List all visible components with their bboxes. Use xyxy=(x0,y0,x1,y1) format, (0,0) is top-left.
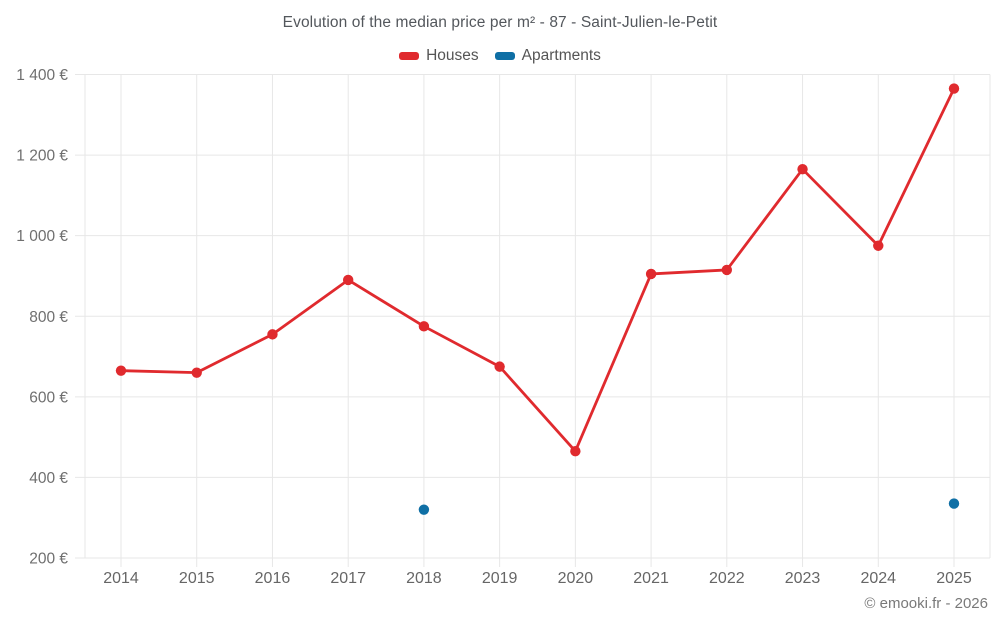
houses-data-point[interactable] xyxy=(342,274,354,286)
x-tick-label: 2017 xyxy=(330,570,366,587)
houses-data-point[interactable] xyxy=(418,321,430,332)
houses-data-point[interactable] xyxy=(570,446,581,457)
houses-data-point[interactable] xyxy=(721,264,733,276)
legend-item-houses[interactable]: Houses xyxy=(399,47,479,65)
y-tick-label: 200 € xyxy=(29,551,68,568)
x-tick-label: 2018 xyxy=(406,570,442,587)
houses-data-point[interactable] xyxy=(645,268,657,280)
copyright-credit: © emooki.fr - 2026 xyxy=(864,595,988,612)
houses-data-point[interactable] xyxy=(797,163,808,175)
houses-legend-label: Houses xyxy=(426,47,479,64)
houses-line-segment xyxy=(725,167,804,272)
x-tick-label: 2025 xyxy=(936,570,972,587)
y-tick-label: 1 200 € xyxy=(16,148,68,165)
x-tick-label: 2015 xyxy=(179,570,215,587)
y-tick-label: 600 € xyxy=(29,389,68,406)
houses-data-point[interactable] xyxy=(267,329,278,340)
houses-line-segment xyxy=(346,278,426,328)
houses-line-segment xyxy=(649,268,729,276)
y-tick-label: 1 000 € xyxy=(16,228,68,245)
x-tick-label: 2023 xyxy=(785,570,821,587)
legend-item-apartments[interactable]: Apartments xyxy=(494,47,601,65)
apartments-legend-swatch-icon xyxy=(494,52,515,60)
x-tick-label: 2022 xyxy=(709,570,745,587)
houses-line-segment xyxy=(271,278,350,336)
houses-line-segment xyxy=(801,167,880,248)
houses-data-point[interactable] xyxy=(191,367,202,378)
houses-data-point[interactable] xyxy=(948,83,960,94)
x-tick-label: 2024 xyxy=(860,570,896,587)
apartments-data-point[interactable] xyxy=(948,498,960,509)
chart-title: Evolution of the median price per m² - 8… xyxy=(282,14,718,31)
houses-legend-swatch-icon xyxy=(399,52,420,60)
x-tick-label: 2020 xyxy=(558,570,594,587)
houses-line-segment xyxy=(573,272,653,453)
houses-line-segment xyxy=(876,87,956,248)
apartments-data-point[interactable] xyxy=(418,504,430,515)
x-tick-label: 2014 xyxy=(103,570,139,587)
x-tick-label: 2016 xyxy=(255,570,291,587)
houses-data-point[interactable] xyxy=(873,240,884,251)
houses-line-segment xyxy=(422,324,502,369)
houses-line-segment xyxy=(498,365,577,453)
y-tick-label: 1 400 € xyxy=(16,67,68,84)
houses-data-point[interactable] xyxy=(494,361,505,372)
houses-line-segment xyxy=(195,332,274,375)
chart-legend: Houses Apartments xyxy=(0,47,1000,65)
x-tick-label: 2019 xyxy=(482,570,518,587)
y-tick-label: 800 € xyxy=(29,309,68,326)
x-tick-label: 2021 xyxy=(633,570,669,587)
houses-data-point[interactable] xyxy=(115,365,127,376)
y-tick-label: 400 € xyxy=(29,470,68,487)
houses-line-segment xyxy=(119,369,199,375)
apartments-legend-label: Apartments xyxy=(521,47,601,64)
